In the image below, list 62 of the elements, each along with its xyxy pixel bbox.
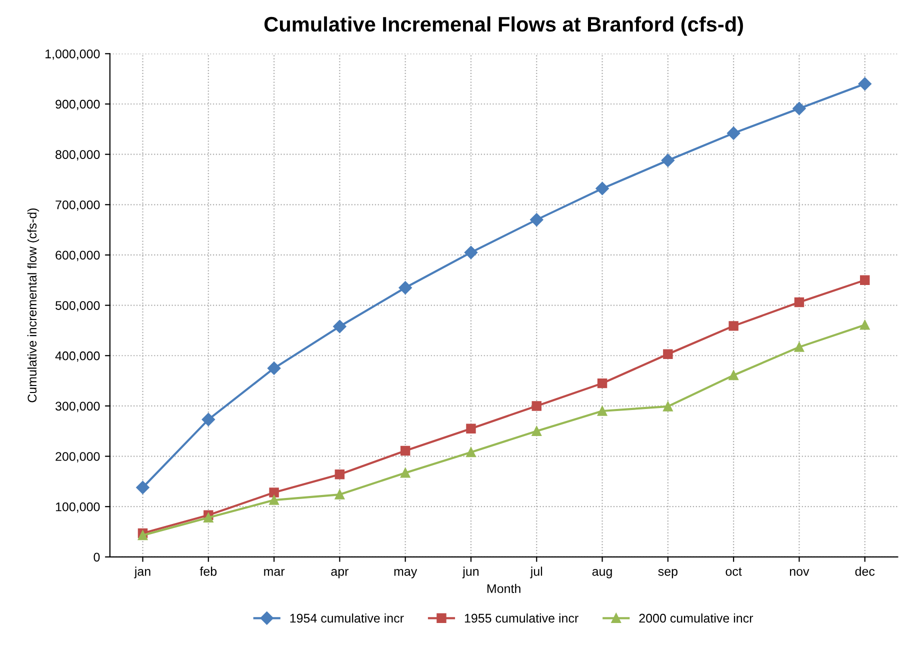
point: [530, 213, 544, 226]
x-tick-label: feb: [200, 566, 217, 576]
y-tick-label: 800,000: [56, 150, 100, 160]
point: [728, 321, 738, 331]
legend-label: 1954 cumulative incr: [290, 613, 404, 623]
point: [466, 424, 476, 434]
legend-label: 2000 cumulative incr: [639, 613, 754, 623]
legend-label: 1955 cumulative incr: [464, 613, 578, 623]
x-tick-label: may: [394, 568, 418, 578]
point: [202, 412, 215, 426]
point: [597, 406, 608, 416]
point: [400, 468, 410, 478]
x-tick-label: nov: [790, 568, 810, 576]
point: [794, 297, 804, 308]
point: [663, 349, 673, 359]
x-tick-label: mar: [264, 568, 285, 576]
x-tick-label: jan: [134, 566, 150, 578]
point: [661, 154, 675, 167]
x-tick-label: jun: [462, 566, 479, 578]
y-tick-label: 1,000,000: [46, 49, 100, 60]
point: [663, 402, 673, 412]
point: [466, 447, 476, 458]
x-tick-label: jul: [530, 566, 542, 578]
point: [464, 246, 478, 260]
point: [860, 320, 870, 330]
x-axis-title: Month: [487, 584, 520, 594]
point: [858, 77, 872, 90]
x-tick-label: aug: [592, 568, 612, 578]
x-tick-label: oct: [726, 568, 742, 576]
y-tick-label: 400,000: [55, 351, 100, 362]
point: [333, 320, 346, 334]
point: [596, 182, 609, 196]
y-tick-label: 200,000: [56, 452, 100, 462]
point: [597, 378, 608, 388]
point: [136, 480, 150, 494]
y-tick-label: 100,000: [56, 502, 100, 513]
point: [726, 126, 740, 140]
y-tick-label: 600,000: [56, 250, 100, 262]
y-tick-label: 0: [94, 552, 100, 562]
point: [269, 495, 279, 505]
y-axis-title: Cumulative incremental flow (cfs-d): [27, 208, 40, 402]
chart-title: Cumulative Incremenal Flows at Branford (cfs-d): [264, 16, 743, 36]
point: [728, 370, 738, 380]
x-tick-label: sep: [658, 568, 678, 578]
y-tick-label: 500,000: [56, 301, 100, 312]
point: [334, 470, 345, 480]
point: [267, 362, 281, 375]
x-tick-label: dec: [855, 566, 875, 576]
point: [334, 490, 345, 500]
point: [860, 275, 870, 286]
point: [204, 512, 214, 523]
point: [794, 342, 804, 352]
y-tick-label: 700,000: [56, 200, 100, 211]
point: [532, 426, 542, 436]
y-tick-label: 300,000: [55, 402, 100, 412]
point: [398, 281, 412, 294]
y-tick-label: 900,000: [56, 100, 100, 110]
point: [532, 401, 542, 411]
x-tick-label: apr: [331, 568, 349, 578]
point: [400, 446, 410, 456]
point: [269, 488, 279, 498]
point: [792, 102, 806, 116]
